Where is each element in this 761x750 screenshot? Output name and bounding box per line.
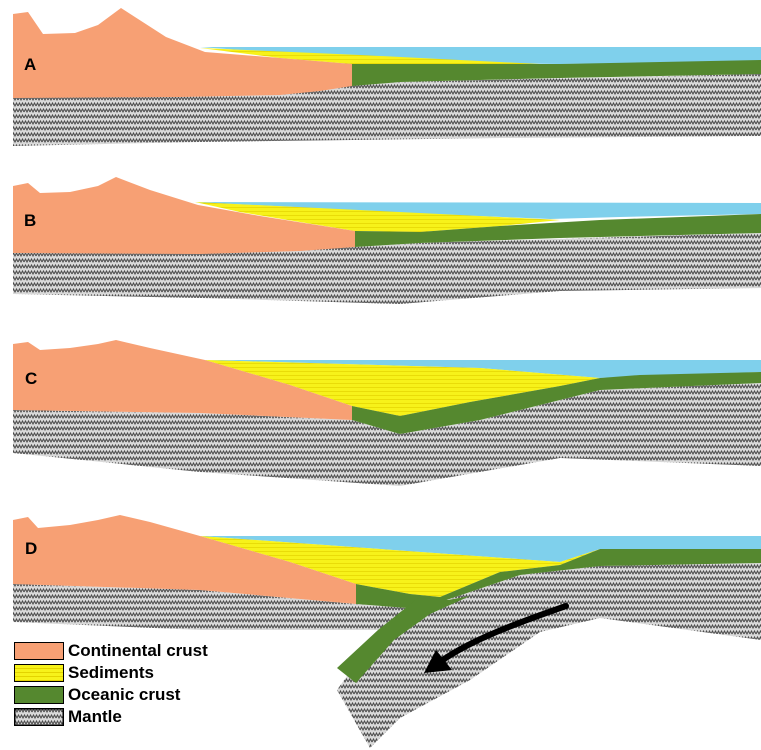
panel-label: B bbox=[24, 211, 36, 230]
panel-a: A bbox=[13, 8, 761, 146]
ocean-water bbox=[200, 47, 761, 64]
ocean-water bbox=[195, 202, 761, 219]
panel-d: D bbox=[13, 515, 761, 748]
continental-crust-swatch bbox=[14, 642, 64, 660]
oceanic-crust bbox=[352, 60, 761, 86]
arrow-head-icon bbox=[424, 650, 452, 673]
legend-item-oceanic-crust: Oceanic crust bbox=[14, 684, 208, 706]
mantle-layer bbox=[13, 233, 761, 304]
legend-item-continental-crust: Continental crust bbox=[14, 640, 208, 662]
legend-label: Continental crust bbox=[68, 641, 208, 660]
mantle-layer bbox=[13, 74, 761, 146]
panel-label: D bbox=[25, 539, 37, 558]
legend-label: Oceanic crust bbox=[68, 685, 181, 704]
sediment-layer bbox=[200, 48, 540, 66]
subduction-arrow bbox=[437, 603, 569, 665]
sediment-layer bbox=[200, 536, 600, 597]
mantle-layer bbox=[13, 383, 761, 486]
oceanic-crust-subducting-slab bbox=[337, 596, 470, 683]
mantle-layer bbox=[13, 563, 761, 748]
ocean-water bbox=[200, 536, 761, 562]
mantle-swatch bbox=[14, 708, 64, 726]
legend: Continental crust Sediments Oceanic crus… bbox=[14, 640, 208, 728]
panel-label: C bbox=[25, 369, 37, 388]
legend-label: Sediments bbox=[68, 663, 154, 682]
ocean-water bbox=[205, 360, 761, 378]
legend-item-mantle: Mantle bbox=[14, 706, 208, 728]
panel-b: B bbox=[13, 177, 761, 304]
legend-item-sediments: Sediments bbox=[14, 662, 208, 684]
oceanic-crust bbox=[355, 214, 761, 247]
legend-label: Mantle bbox=[68, 707, 122, 726]
panel-c: C bbox=[13, 340, 761, 486]
continental-crust bbox=[13, 177, 355, 254]
oceanic-crust-upper bbox=[356, 549, 761, 609]
sediment-layer bbox=[205, 360, 600, 416]
sediments-swatch bbox=[14, 664, 64, 682]
continental-crust bbox=[13, 340, 352, 420]
oceanic-crust-swatch bbox=[14, 686, 64, 704]
continental-crust bbox=[13, 515, 356, 604]
oceanic-crust bbox=[352, 372, 761, 434]
panel-label: A bbox=[24, 55, 36, 74]
sediment-layer bbox=[195, 202, 560, 232]
continental-crust bbox=[13, 8, 352, 98]
